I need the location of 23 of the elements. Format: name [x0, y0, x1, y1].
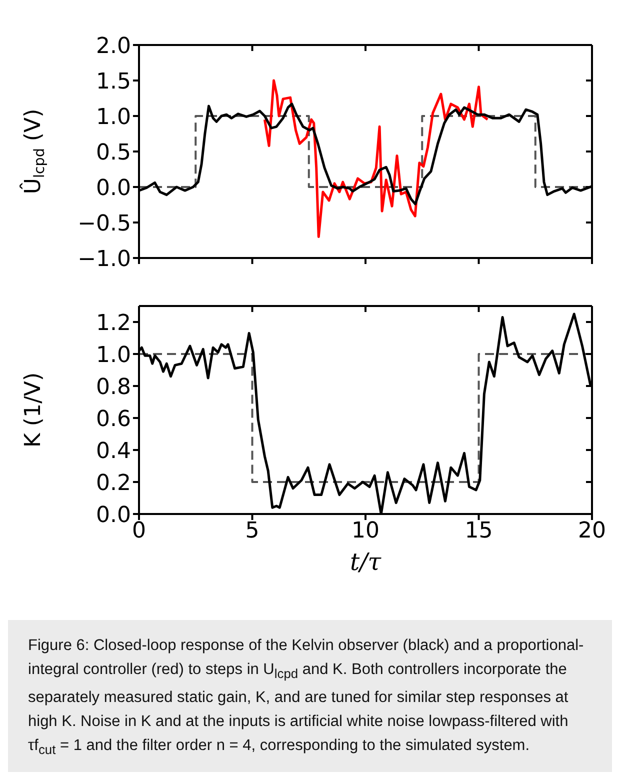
y-tick-label: 0.6 [96, 406, 131, 432]
line-series [263, 79, 489, 238]
y-tick-label: 1.5 [96, 69, 131, 94]
y-tick-label: −1.0 [78, 246, 131, 272]
y-axis-title: K (1/V) [21, 372, 46, 448]
y-tick-label: 0.4 [96, 438, 131, 464]
x-tick-label: 15 [464, 518, 493, 544]
x-axis-title: t/τ [350, 548, 382, 576]
y-tick-label: 0.2 [96, 470, 131, 496]
text: Figure 6: Closed-loop response of the Kelvin observer (black) and a proportional-integral controller (red) to steps in U$_{lcpd}$ and K. Both controllers incorporate the separately measured static gain, K, and are tuned for similar step responses at high K. Noise in K and at the inputs is artificial white noise lowpass-filtered with τf$_{cut}$ = 1 and the filter order n = 4, corresponding to the simulated system. [28, 637, 584, 758]
y-tick-label: −0.5 [78, 211, 131, 236]
y-tick-label: 1.0 [96, 104, 131, 130]
y-tick-label: 1.2 [96, 310, 131, 336]
y-tick-label: 1.0 [96, 342, 131, 368]
y-tick-label: 0.5 [96, 140, 131, 166]
y-tick-label: 0.8 [96, 374, 131, 400]
x-tick-label: 5 [245, 518, 260, 544]
x-tick-label: 0 [132, 518, 146, 544]
y-tick-label: 0.0 [96, 502, 131, 528]
x-tick-label: 10 [352, 518, 380, 544]
x-tick-label: 20 [578, 518, 606, 544]
y-tick-label: 2.0 [96, 34, 131, 59]
y-tick-label: 0.0 [96, 176, 131, 201]
